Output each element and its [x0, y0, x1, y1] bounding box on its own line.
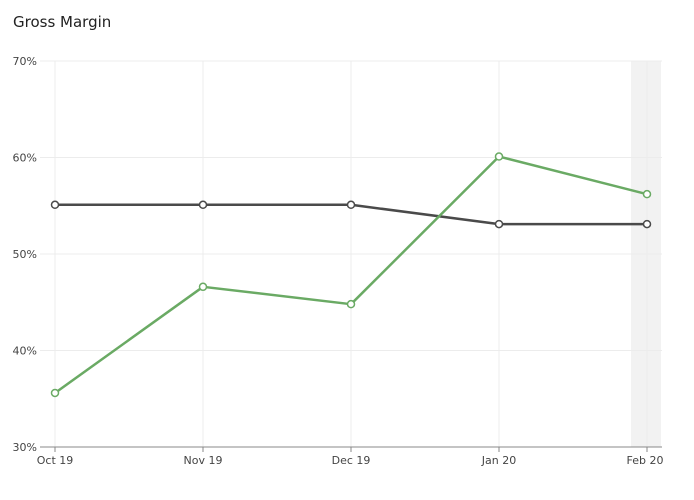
- tick-label-layer: 30% 40% 50% 60% 70% Oct 19 Nov 19 Dec 19 Jan 20 F…: [13, 55, 664, 467]
- grid-layer: [40, 60, 662, 447]
- x-tick-label: Feb 20: [627, 454, 664, 467]
- series-1-point[interactable]: [346, 200, 356, 210]
- y-tick-label: 40%: [13, 345, 37, 358]
- series-2-point[interactable]: [494, 152, 504, 161]
- y-tick-label: 50%: [13, 248, 37, 261]
- series-2-point[interactable]: [198, 282, 208, 292]
- series-1-point[interactable]: [494, 219, 504, 229]
- y-tick-label: 30%: [13, 441, 37, 454]
- series-2-point[interactable]: [346, 299, 356, 309]
- chart-title: Gross Margin: [13, 13, 112, 31]
- series-2-point[interactable]: [50, 388, 60, 398]
- series-1-point[interactable]: [50, 200, 60, 210]
- x-tick-label: Dec 19: [332, 454, 371, 467]
- series-layer: [50, 152, 652, 398]
- axis-layer: [40, 446, 662, 452]
- series-2-point[interactable]: [642, 189, 652, 199]
- x-tick-label: Nov 19: [184, 454, 223, 467]
- y-tick-label: 70%: [13, 55, 37, 68]
- x-tick-label: Oct 19: [37, 454, 74, 467]
- x-tick-label: Jan 20: [481, 454, 516, 467]
- series-1-point[interactable]: [642, 219, 652, 229]
- y-tick-label: 60%: [13, 152, 37, 165]
- series-1-point[interactable]: [198, 200, 208, 210]
